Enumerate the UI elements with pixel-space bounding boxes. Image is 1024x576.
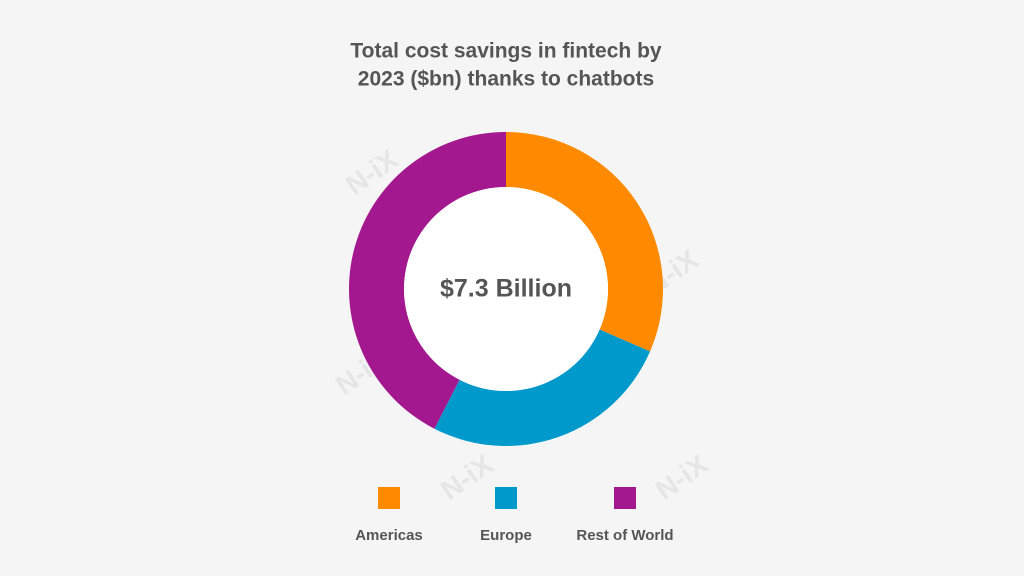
watermark: N-iX [650,448,714,506]
legend-label: Europe [480,527,532,544]
donut-slice [506,132,663,352]
legend-swatch [614,487,636,509]
donut-hole [404,187,608,391]
legend-label: Rest of World [576,527,673,544]
legend-swatch [378,487,400,509]
watermark: N-iX [435,448,499,506]
donut-slice [434,329,651,446]
legend-label: Americas [355,527,423,544]
chart-title: Total cost savings in fintech by [350,40,661,63]
donut-slice [348,132,506,429]
center-label: $7.3 Billion [440,275,572,303]
legend-swatch [495,487,517,509]
chart-title: 2023 ($bn) thanks to chatbots [358,68,654,91]
